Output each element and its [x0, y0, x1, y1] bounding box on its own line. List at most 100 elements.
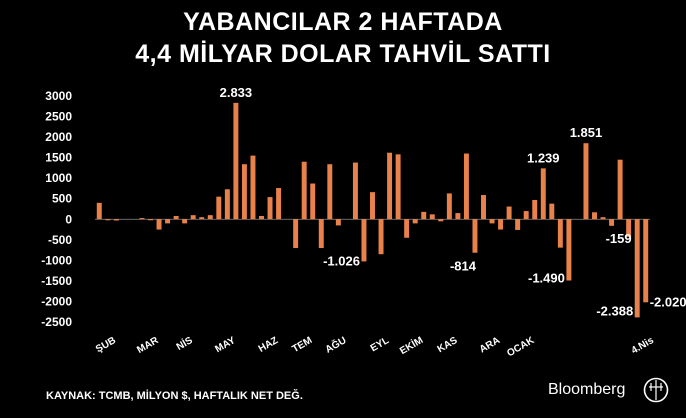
- bar: [241, 164, 247, 220]
- y-tick-label: 3000: [45, 89, 72, 103]
- x-month-label: OCAK: [505, 335, 537, 360]
- ht-logo-icon: [643, 377, 669, 403]
- bar: [540, 168, 546, 220]
- bar: [583, 143, 589, 220]
- bar: [523, 211, 529, 220]
- bar: [327, 164, 333, 220]
- x-month-label: MAR: [135, 335, 161, 356]
- x-month-label: ARA: [478, 335, 502, 355]
- bar: [318, 219, 324, 249]
- x-month-label: TEM: [290, 335, 314, 355]
- y-tick-label: -500: [48, 233, 72, 247]
- bar: [276, 188, 282, 220]
- bar: [207, 215, 213, 220]
- x-month-label: ŞUB: [94, 335, 118, 355]
- data-label: 1.851: [570, 125, 603, 140]
- bar: [199, 217, 205, 220]
- bar: [617, 159, 623, 220]
- bar: [446, 193, 452, 220]
- bar: [96, 202, 102, 220]
- data-label: -2.388: [596, 303, 633, 318]
- data-label: -1.026: [323, 253, 360, 268]
- bar: [370, 192, 375, 220]
- bar: [173, 215, 179, 220]
- bar: [378, 219, 384, 255]
- y-tick-label: 2000: [45, 130, 72, 144]
- bar: [506, 206, 512, 220]
- data-label: 1.239: [527, 150, 560, 165]
- bar: [250, 155, 256, 220]
- bar: [600, 217, 606, 220]
- bar: [139, 218, 145, 220]
- bar: [352, 162, 358, 220]
- y-tick-label: 0: [65, 212, 72, 226]
- y-tick-label: 1500: [45, 151, 72, 165]
- chart-title-line1: YABANCILAR 2 HAFTADA: [183, 8, 503, 36]
- data-label: -1.490: [528, 270, 565, 285]
- bar: [224, 189, 230, 220]
- bar: [335, 219, 341, 226]
- x-month-label: EKİM: [397, 333, 425, 357]
- x-month-label: EYL: [369, 335, 391, 354]
- bar: [566, 219, 572, 281]
- bar: [156, 219, 162, 230]
- bar: [634, 219, 640, 318]
- bar: [404, 219, 410, 238]
- bar: [361, 219, 367, 262]
- bar: [421, 211, 427, 220]
- x-month-label: KAS: [436, 335, 460, 355]
- bar: [148, 219, 153, 221]
- bar: [190, 215, 196, 220]
- bar: [216, 196, 222, 220]
- x-month-label: AĞU: [323, 333, 349, 355]
- y-tick-label: -2500: [41, 315, 72, 329]
- bar: [310, 183, 316, 220]
- bar: [643, 219, 649, 303]
- bar: [557, 219, 563, 248]
- bar: [455, 213, 461, 220]
- x-month-label: 4.Nis: [630, 335, 657, 357]
- chart-title-line2: 4,4 MİLYAR DOLAR TAHVİL SATTI: [135, 40, 551, 68]
- bar: [105, 219, 111, 221]
- bar: [438, 219, 444, 222]
- data-label: -159: [606, 231, 632, 246]
- bar: [233, 102, 239, 220]
- x-month-label: MAY: [213, 335, 237, 355]
- x-month-label: NİS: [174, 333, 195, 353]
- bar: [113, 219, 119, 221]
- bar: [463, 153, 469, 220]
- bar: [293, 219, 299, 249]
- data-label: 2.833: [220, 85, 253, 100]
- brand-wordmark: Bloomberg: [548, 381, 626, 398]
- y-tick-label: 1000: [45, 171, 72, 185]
- data-label: -814: [450, 259, 477, 274]
- bar: [165, 219, 171, 224]
- bar: [429, 214, 435, 220]
- bar: [472, 219, 478, 253]
- bar: [498, 219, 504, 230]
- bar: [182, 219, 188, 224]
- bar: [489, 219, 495, 224]
- x-month-label: HAZ: [257, 335, 280, 355]
- bar: [549, 203, 555, 220]
- bar: [387, 152, 393, 220]
- bar: [592, 212, 597, 220]
- bar: [395, 154, 401, 220]
- data-label: -2.020: [650, 294, 686, 309]
- bar: [626, 219, 632, 237]
- bar: [412, 219, 418, 224]
- bar: [515, 219, 521, 230]
- y-tick-label: -2000: [41, 294, 72, 308]
- y-tick-label: 2500: [45, 110, 72, 124]
- y-tick-label: -1500: [41, 274, 72, 288]
- bar: [481, 195, 486, 220]
- y-tick-label: -1000: [41, 253, 72, 267]
- bar: [609, 219, 615, 226]
- y-tick-label: 500: [52, 192, 72, 206]
- bar: [267, 197, 273, 220]
- source-note: KAYNAK: TCMB, MİLYON $, HAFTALIK NET DEĞ…: [46, 390, 303, 402]
- bar: [301, 161, 307, 220]
- bar: [532, 199, 538, 220]
